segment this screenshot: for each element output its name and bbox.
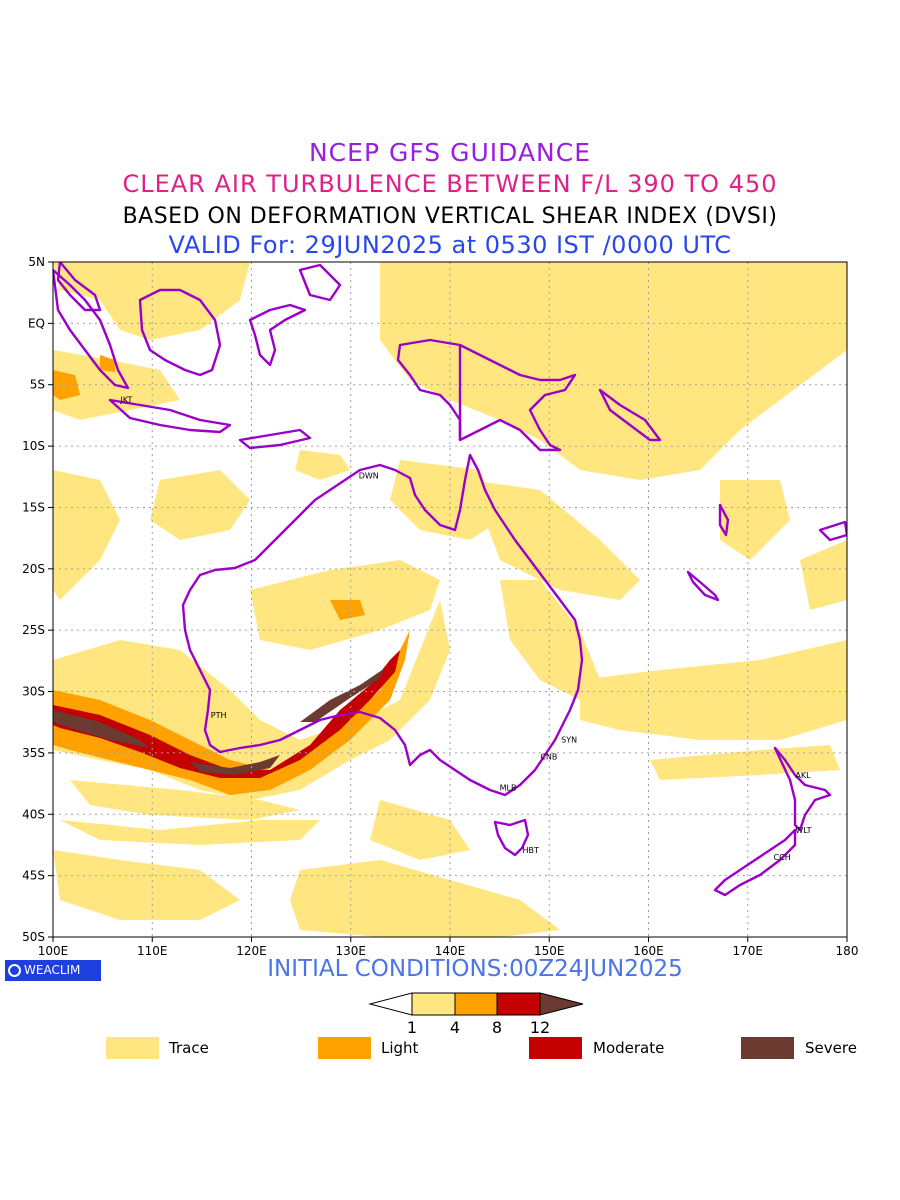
lat-tick-label: 20S bbox=[22, 562, 45, 576]
colorbar-tick-8: 8 bbox=[492, 1018, 502, 1037]
station-label-pth: PTH bbox=[211, 711, 227, 720]
legend-swatch-trace bbox=[106, 1037, 159, 1059]
legend-label-light: Light bbox=[381, 1039, 419, 1057]
south-island-nz bbox=[713, 828, 797, 897]
initial-conditions: INITIAL CONDITIONS:00Z24JUN2025 bbox=[267, 956, 683, 982]
lon-tick-label: 180 bbox=[836, 944, 859, 958]
colorbar-trace-box bbox=[411, 992, 456, 1016]
lat-tick-label: 5S bbox=[30, 378, 45, 392]
lat-tick-label: 35S bbox=[22, 746, 45, 760]
lon-tick-label: 160E bbox=[633, 944, 664, 958]
java-coast bbox=[108, 398, 232, 434]
new-caledonia bbox=[686, 570, 720, 602]
lon-tick-label: 110E bbox=[137, 944, 168, 958]
moderate-areas bbox=[53, 650, 400, 778]
station-label-dwn: DWN bbox=[359, 472, 379, 481]
colorbar-tick-12: 12 bbox=[530, 1018, 550, 1037]
station-label-jkt: JKT bbox=[119, 395, 132, 404]
station-label-wlt: WLT bbox=[795, 826, 811, 835]
colorbar-light-box bbox=[454, 992, 498, 1016]
legend-swatch-light bbox=[318, 1037, 371, 1059]
lat-tick-label: 10S bbox=[22, 439, 45, 453]
station-label-hbt: HBT bbox=[522, 846, 539, 855]
sumatra-coast bbox=[53, 268, 130, 390]
title-line-2: CLEAR AIR TURBULENCE BETWEEN F/L 390 TO … bbox=[122, 170, 778, 198]
logo-text: WEACLIM bbox=[24, 963, 81, 977]
solomon-islands bbox=[598, 388, 662, 442]
station-label-akl: AKL bbox=[795, 771, 811, 780]
timor-coast bbox=[238, 428, 312, 450]
legend-label-trace: Trace bbox=[169, 1039, 209, 1057]
lat-tick-label: 5N bbox=[28, 255, 45, 269]
vanuatu bbox=[718, 503, 730, 537]
sulawesi-coast bbox=[248, 303, 307, 367]
colorbar-moderate-box bbox=[496, 992, 541, 1016]
borneo-coast bbox=[138, 288, 222, 377]
malay-peninsula bbox=[56, 262, 102, 312]
station-labels: JKT DWN PTH SYN CNB MLB HBT AKL WLT CCH bbox=[119, 395, 811, 862]
lat-tick-label: EQ bbox=[28, 316, 45, 330]
tasmania-coast bbox=[493, 818, 530, 857]
station-label-syn: SYN bbox=[561, 735, 577, 744]
colorbar-tick-4: 4 bbox=[450, 1018, 460, 1037]
title-line-3: BASED ON DEFORMATION VERTICAL SHEAR INDE… bbox=[122, 204, 778, 229]
legend-swatch-severe bbox=[741, 1037, 794, 1059]
graticule bbox=[53, 262, 847, 937]
lon-tick-label: 120E bbox=[236, 944, 267, 958]
legend-swatch-moderate bbox=[529, 1037, 582, 1059]
weaclim-logo: WEACLIM bbox=[5, 960, 101, 981]
severe-areas bbox=[53, 668, 385, 775]
logo-circle-icon bbox=[8, 964, 21, 977]
axis-ticks: 100E 110E 120E 130E 140E 150E 160E 170E 180 5N EQ 5… bbox=[22, 255, 858, 958]
legend-label-severe: Severe bbox=[805, 1039, 857, 1057]
lat-tick-label: 50S bbox=[22, 930, 45, 944]
fiji bbox=[818, 520, 847, 542]
australia-coast bbox=[181, 453, 584, 797]
title-line-1: NCEP GFS GUIDANCE bbox=[308, 138, 591, 167]
lon-tick-label: 140E bbox=[435, 944, 466, 958]
lon-tick-label: 170E bbox=[733, 944, 764, 958]
colorbar-tick-1: 1 bbox=[407, 1018, 417, 1037]
colorbar-low-triangle bbox=[368, 992, 413, 1016]
station-label-mlb: MLB bbox=[500, 783, 517, 792]
lat-tick-label: 15S bbox=[22, 500, 45, 514]
new-guinea-coast bbox=[396, 338, 577, 452]
north-island-nz bbox=[773, 746, 832, 832]
lat-tick-label: 25S bbox=[22, 623, 45, 637]
lon-tick-label: 100E bbox=[38, 944, 69, 958]
lat-tick-label: 30S bbox=[22, 685, 45, 699]
lon-tick-label: 150E bbox=[534, 944, 565, 958]
station-label-cnb: CNB bbox=[540, 753, 557, 762]
lat-tick-label: 40S bbox=[22, 807, 45, 821]
station-label-cch: CCH bbox=[774, 853, 791, 862]
colorbar-severe-triangle bbox=[539, 992, 584, 1016]
colorbar: 1 4 8 12 bbox=[368, 992, 584, 1037]
philippines-south bbox=[298, 263, 342, 302]
valid-time: VALID For: 29JUN2025 at 0530 IST /0000 U… bbox=[168, 231, 732, 259]
lat-tick-label: 45S bbox=[22, 869, 45, 883]
lon-tick-label: 130E bbox=[336, 944, 367, 958]
coastlines bbox=[53, 262, 847, 897]
legend-label-moderate: Moderate bbox=[593, 1039, 665, 1057]
